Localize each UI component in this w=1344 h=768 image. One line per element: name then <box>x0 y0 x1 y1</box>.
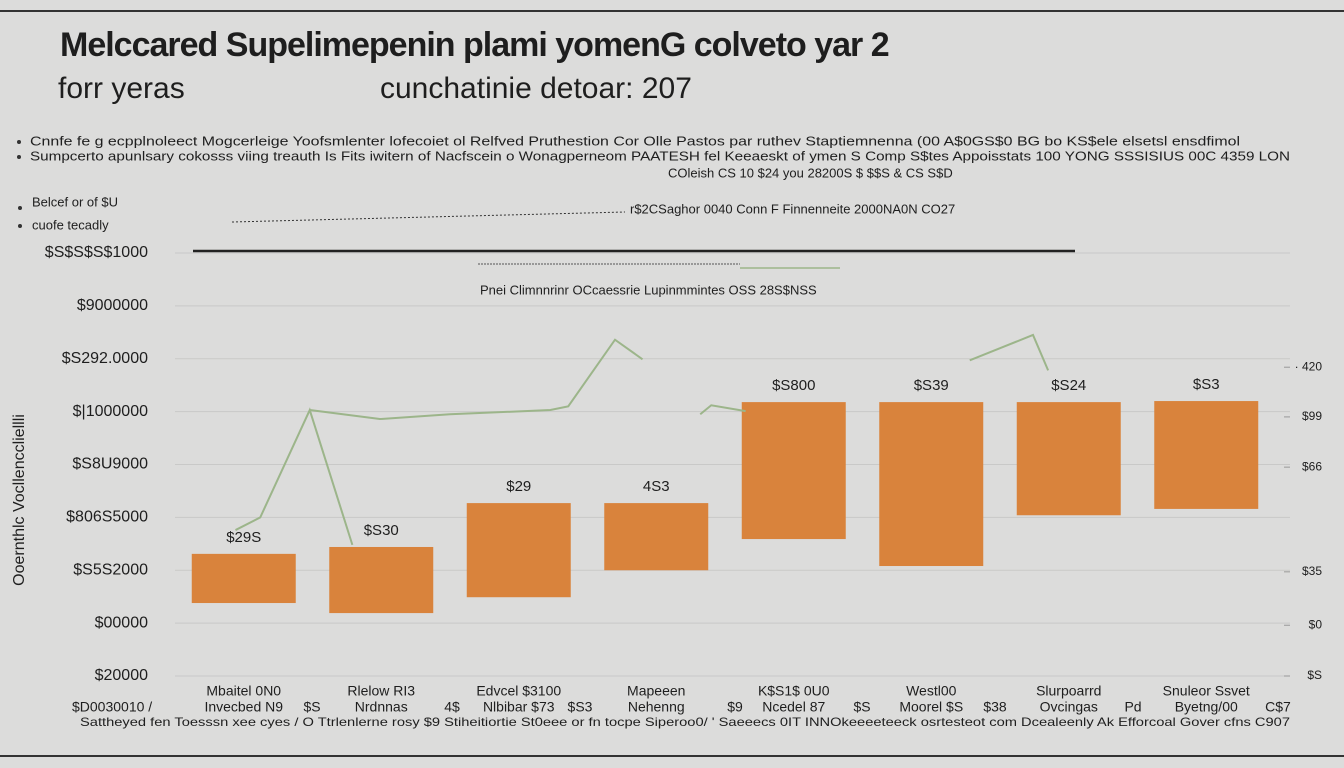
bar-label: $S30 <box>364 522 399 539</box>
x-tick-label: Byetng/00 <box>1175 699 1238 715</box>
plot-area: $S$S$S$1000 $9000000 $S292.0000 $|1000000 $S… <box>45 244 1323 714</box>
footer: Sattheyed fen Toesssn xee cyes / O Ttrle… <box>80 715 1290 729</box>
side-note: Belcef or of $U <box>32 194 118 209</box>
y-axis-label: Ooernthlc Vocllenccliellli <box>11 414 28 586</box>
bar <box>741 402 846 540</box>
extra-label: 4$ <box>444 699 460 715</box>
extra-label: Pd <box>1124 699 1141 715</box>
bar-label: $S39 <box>914 377 949 394</box>
bar <box>329 546 434 614</box>
extra-label: $S <box>853 699 870 715</box>
y2-tick-label: $0 <box>1309 617 1323 631</box>
x-tick-label: Rlelow RI3 <box>347 683 415 699</box>
extra-label: C$7 <box>1265 699 1291 715</box>
trend-line <box>309 338 644 421</box>
x-tick-label: Snuleor Ssvet <box>1163 683 1250 699</box>
x-tick-label: Westl00 <box>906 683 957 699</box>
x-tick-label: Nlbibar $73 <box>483 699 555 715</box>
bullet <box>17 140 21 144</box>
trend-line <box>969 333 1050 371</box>
bar <box>191 553 296 604</box>
bar-label: $S3 <box>1193 376 1220 393</box>
x-tick-label: Ncedel 87 <box>762 699 825 715</box>
y2-tick-label: · 420 <box>1295 359 1323 373</box>
bullet <box>18 206 22 210</box>
y-tick-label: $S5S2000 <box>73 561 148 578</box>
bar-label: $S24 <box>1051 377 1086 394</box>
x-tick-label: Edvcel $3100 <box>476 683 561 699</box>
bar <box>879 402 984 567</box>
bar-label: $S800 <box>772 377 815 394</box>
bullet <box>17 155 21 159</box>
y-tick-label: $S292.0000 <box>62 350 148 367</box>
side-note: cuofe tecadly <box>32 217 109 232</box>
extra-label: $D0030010 / <box>72 699 152 715</box>
bar-label: 4S3 <box>643 478 670 495</box>
trend-line <box>235 407 354 546</box>
bullet <box>18 224 22 228</box>
trend-line <box>699 404 746 416</box>
bar <box>1154 401 1259 509</box>
y-tick-label: $806S5000 <box>66 509 148 526</box>
extra-label: $9 <box>727 699 743 715</box>
x-tick-label: Mbaitel 0N0 <box>206 683 281 699</box>
chart-title: Melccared Supelimepenin plami yomenG col… <box>60 26 889 64</box>
y-tick-label: $|1000000 <box>73 403 148 420</box>
bar <box>466 503 571 598</box>
y2-tick-label: $66 <box>1302 459 1322 473</box>
note: Sumpcerto apunlsary cokosss viing treaut… <box>30 148 1290 163</box>
y-tick-label: $20000 <box>95 667 148 684</box>
chart-subtitle: forr yeras <box>58 72 185 105</box>
x-tick-label: Invecbed N9 <box>204 699 283 715</box>
x-tick-label: Ovcingas <box>1040 699 1098 715</box>
extra-label: $38 <box>983 699 1007 715</box>
extra-label: $S <box>303 699 320 715</box>
y-tick-label: $S8U9000 <box>72 456 148 473</box>
annotation: r$2CSaghor 0040 Conn F Finnenneite 2000N… <box>630 201 955 216</box>
bar <box>604 503 709 571</box>
x-tick-label: Nrdnnas <box>355 699 408 715</box>
note: COleish CS 10 $24 you 28200S $ $$S & CS … <box>668 165 953 180</box>
x-tick-label: Moorel $S <box>899 699 963 715</box>
dotted-rule <box>231 211 626 223</box>
x-tick-label: K$S1$ 0U0 <box>758 683 830 699</box>
y2-tick-label: $S <box>1307 668 1322 682</box>
x-tick-label: Mapeeen <box>627 683 685 699</box>
y2-tick-label: $35 <box>1302 564 1322 578</box>
y2-tick-label: $99 <box>1302 409 1322 423</box>
bar-label: $29 <box>506 478 531 495</box>
x-tick-label: Slurpoarrd <box>1036 683 1101 699</box>
chart-subtitle: cunchatinie detoar: 207 <box>380 72 692 105</box>
y-tick-label: $9000000 <box>77 297 148 314</box>
bar-label: $29S <box>226 529 261 546</box>
bar <box>1016 402 1121 516</box>
y-tick-label: $00000 <box>95 614 148 631</box>
note: Cnnfe fe g ecpplnoleect Mogcerleige Yoof… <box>30 133 1240 148</box>
x-tick-label: Nehenng <box>628 699 685 715</box>
annotation: Pnei Climnnrinr OCcaessrie Lupinmmintes … <box>480 282 817 297</box>
extra-label: $S3 <box>568 699 593 715</box>
y-tick-label: $S$S$S$1000 <box>45 244 148 261</box>
